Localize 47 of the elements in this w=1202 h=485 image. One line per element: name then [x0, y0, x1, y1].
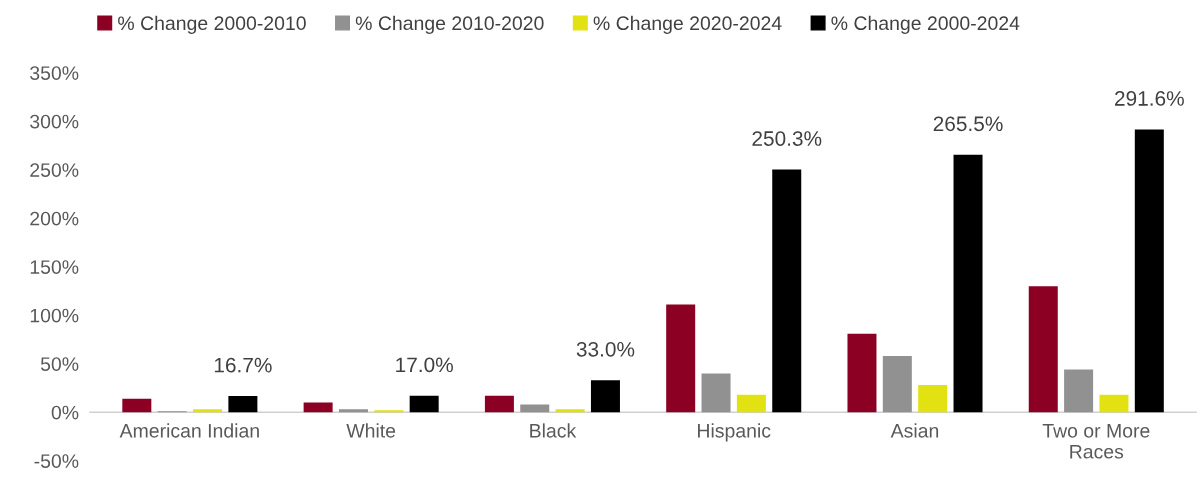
bar: [555, 409, 585, 413]
bar: [590, 380, 620, 413]
bar: [409, 395, 439, 413]
bar: [1028, 286, 1058, 413]
x-tick-label: Hispanic: [698, 423, 771, 442]
data-label: 265.5%: [933, 116, 1003, 132]
y-tick-label: 50%: [40, 357, 79, 371]
legend-label: % Change 2020-2024: [593, 15, 782, 34]
bar: [1134, 129, 1164, 413]
bar: [1064, 369, 1094, 413]
x-tick-label: Two or More Races: [1042, 424, 1150, 459]
y-tick-label: 200%: [30, 211, 79, 226]
data-label: 17.0%: [396, 357, 453, 373]
x-tick-label: American Indian: [119, 423, 259, 438]
bar: [1099, 394, 1129, 413]
y-tick-label: 250%: [30, 163, 79, 177]
bar: [338, 409, 368, 413]
bar: [228, 396, 258, 413]
x-tick-label: Asian: [890, 423, 939, 438]
bar: [847, 333, 877, 413]
y-tick-label: 350%: [30, 66, 79, 80]
x-tick-label: White: [346, 423, 396, 438]
y-tick-label: -50%: [34, 454, 79, 468]
bar: [303, 402, 333, 413]
bar: [520, 404, 550, 413]
bar: [953, 154, 983, 413]
y-tick-label: 300%: [30, 114, 79, 129]
legend-label: % Change 2000-2010: [118, 15, 306, 34]
data-label: 250.3%: [752, 131, 822, 146]
data-label: 291.6%: [1115, 91, 1184, 106]
bar: [666, 304, 696, 413]
bar: [701, 373, 731, 413]
bar: [772, 169, 802, 413]
legend-label: % Change 2000-2024: [831, 15, 1020, 34]
legend-label: % Change 2010-2020: [355, 15, 544, 34]
bar: [484, 395, 514, 413]
y-tick-label: 100%: [30, 308, 79, 323]
bar: [736, 394, 766, 413]
bar: [122, 398, 152, 413]
data-label: 16.7%: [214, 357, 272, 373]
bar: [193, 409, 223, 413]
bar: [882, 355, 912, 413]
y-tick-label: 0%: [51, 405, 79, 420]
data-label: 33.0%: [576, 341, 635, 357]
x-tick-label: Black: [530, 423, 577, 438]
y-tick-label: 150%: [30, 260, 79, 274]
bar: [918, 385, 948, 413]
